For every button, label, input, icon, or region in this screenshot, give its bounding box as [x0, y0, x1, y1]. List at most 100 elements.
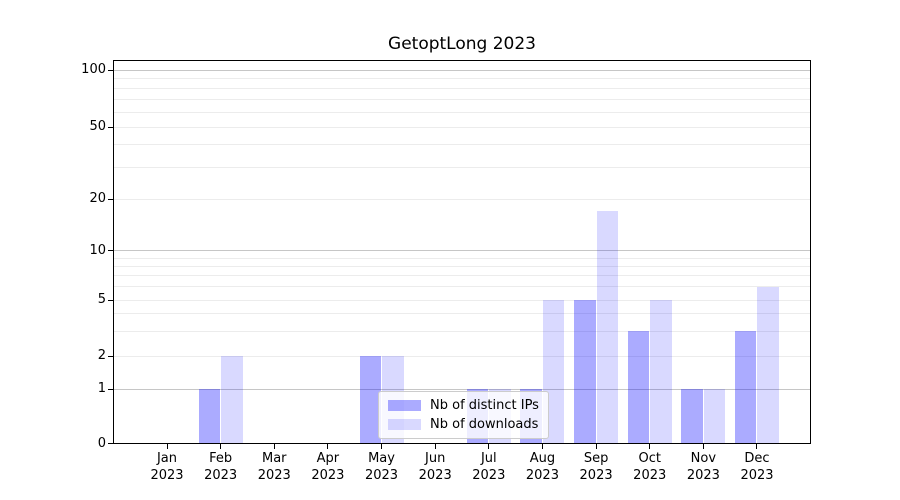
bar-distinct-ips [574, 300, 596, 444]
y-gridline-minor [114, 286, 810, 288]
x-tick-label: Aug 2023 [510, 450, 574, 484]
bar-downloads [596, 211, 619, 444]
y-tick-mark [108, 355, 113, 357]
x-tick-mark [166, 444, 168, 449]
y-gridline-minor [114, 330, 810, 332]
y-tick-label: 0 [97, 435, 106, 451]
x-tick-mark [434, 444, 436, 449]
x-tick-label: Jan 2023 [135, 450, 199, 484]
x-tick-mark [327, 444, 329, 449]
x-tick-label: May 2023 [350, 450, 414, 484]
x-tick-label: Nov 2023 [671, 450, 735, 484]
y-tick-label: 10 [89, 242, 106, 258]
bar-distinct-ips [681, 389, 703, 444]
bar-downloads [650, 300, 672, 444]
x-tick-year: 2023 [311, 468, 345, 483]
x-tick-mark [273, 444, 275, 449]
y-tick-mark [108, 126, 113, 128]
x-tick-mark [595, 444, 597, 449]
x-tick-mark [756, 444, 758, 449]
y-gridline-minor [114, 299, 810, 301]
x-tick-month: Nov [690, 451, 717, 466]
y-tick-label: 100 [81, 62, 106, 78]
y-tick-mark [108, 69, 113, 71]
x-tick-year: 2023 [525, 468, 559, 483]
bar-distinct-ips [359, 356, 382, 444]
bar-distinct-ips [198, 389, 221, 444]
bar-downloads [703, 389, 726, 444]
y-gridline-minor [114, 111, 810, 113]
legend: Nb of distinct IPs Nb of downloads [378, 391, 549, 439]
y-tick-mark [108, 250, 113, 251]
x-tick-year: 2023 [633, 468, 667, 483]
downloads-swatch-icon [388, 419, 421, 430]
y-tick-mark [108, 299, 113, 301]
x-tick-label: Mar 2023 [242, 450, 306, 484]
chart-title: GetoptLong 2023 [388, 34, 536, 54]
y-gridline-minor [114, 166, 810, 168]
x-tick-year: 2023 [364, 468, 399, 483]
y-tick-label: 1 [97, 381, 106, 396]
x-tick-year: 2023 [686, 468, 720, 483]
y-gridline-minor [114, 257, 810, 259]
x-tick-year: 2023 [204, 468, 238, 483]
x-tick-month: Aug [529, 451, 556, 466]
y-gridline-major [114, 69, 810, 71]
x-tick-mark [220, 444, 222, 449]
legend-row-downloads: Nb of downloads [388, 417, 539, 432]
x-tick-year: 2023 [418, 468, 452, 483]
x-tick-mark [381, 444, 383, 449]
legend-label-downloads: Nb of downloads [430, 417, 539, 432]
plot-border [113, 60, 811, 444]
y-gridline-major [114, 250, 810, 251]
x-tick-month: May [368, 451, 395, 466]
y-gridline-minor [114, 313, 810, 315]
x-tick-year: 2023 [150, 468, 184, 483]
x-tick-mark [541, 444, 543, 449]
y-gridline-minor [114, 275, 810, 277]
x-tick-label: Jul 2023 [457, 450, 521, 484]
x-tick-mark [649, 444, 651, 449]
legend-label-distinct-ips: Nb of distinct IPs [430, 398, 539, 413]
x-tick-year: 2023 [740, 468, 774, 483]
bar-distinct-ips [627, 331, 650, 444]
x-tick-label: Feb 2023 [189, 450, 253, 484]
y-gridline-minor [114, 198, 810, 200]
x-tick-month: Oct [638, 451, 661, 466]
y-gridline-major [114, 388, 810, 390]
x-tick-month: Feb [209, 451, 233, 466]
x-tick-year: 2023 [257, 468, 291, 483]
x-tick-month: Sep [583, 451, 609, 466]
y-gridline-minor [114, 126, 810, 128]
x-tick-month: Mar [262, 451, 287, 466]
x-tick-year: 2023 [579, 468, 613, 483]
y-tick-mark [108, 443, 113, 444]
y-gridline-minor [114, 88, 810, 90]
bar-distinct-ips [734, 331, 757, 444]
y-tick-mark [108, 198, 113, 200]
x-tick-label: Apr 2023 [296, 450, 360, 484]
bar-downloads [221, 356, 243, 444]
x-tick-month: Jan [156, 451, 178, 466]
x-tick-label: Dec 2023 [725, 450, 789, 484]
x-tick-month: Dec [744, 451, 770, 466]
y-tick-label: 5 [97, 292, 106, 307]
x-tick-label: Oct 2023 [618, 450, 682, 484]
y-tick-mark [108, 388, 113, 390]
x-tick-mark [488, 444, 490, 449]
y-gridline-minor [114, 144, 810, 146]
y-tick-label: 2 [97, 348, 106, 364]
bar-downloads [757, 286, 779, 444]
x-tick-mark [702, 444, 704, 449]
x-tick-month: Apr [316, 451, 340, 466]
y-gridline-minor [114, 78, 810, 80]
y-gridline-minor [114, 355, 810, 357]
y-tick-label: 20 [89, 191, 106, 206]
x-tick-year: 2023 [472, 468, 506, 483]
y-gridline-minor [114, 98, 810, 100]
legend-row-distinct-ips: Nb of distinct IPs [388, 398, 539, 413]
x-tick-label: Sep 2023 [564, 450, 628, 484]
x-tick-month: Jul [480, 451, 497, 466]
x-tick-label: Jun 2023 [403, 450, 467, 484]
